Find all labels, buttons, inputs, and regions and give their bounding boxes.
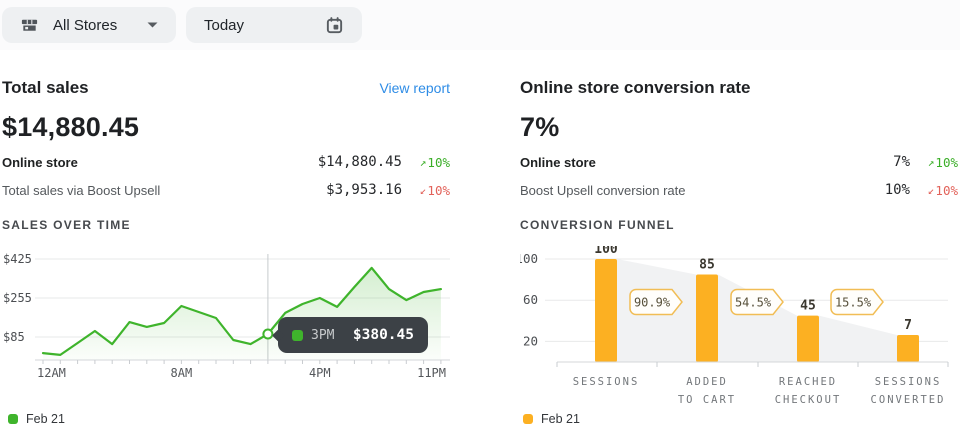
- funnel-bar[interactable]: [797, 315, 819, 362]
- chevron-down-icon: [147, 22, 158, 28]
- metric-value: 7%: [893, 154, 910, 170]
- metric-row-online-store: Online store 7% ↗ 10%: [520, 148, 958, 176]
- category-label: CONVERTED: [871, 394, 946, 406]
- metric-row-boost-upsell: Total sales via Boost Upsell $3,953.16 ↙…: [2, 176, 450, 204]
- category-label: CHECKOUT: [775, 394, 842, 406]
- tooltip-value: $380.45: [352, 327, 414, 343]
- y-axis-label: 100: [520, 251, 538, 266]
- conversion-badge: [629, 288, 683, 316]
- conversion-badge: [830, 288, 884, 316]
- funnel-legend: Feb 21: [523, 412, 958, 426]
- store-selector-button[interactable]: All Stores: [2, 7, 176, 43]
- legend-label: Feb 21: [26, 412, 65, 426]
- bar-value-label: 85: [699, 257, 715, 272]
- date-selector-label: Today: [204, 16, 245, 34]
- y-axis-label: $255: [3, 291, 32, 305]
- x-axis-label: 8AM: [171, 366, 193, 380]
- conversion-rate-card: Online store conversion rate 7% Online s…: [520, 78, 958, 426]
- series-swatch-icon: [292, 329, 303, 341]
- funnel-bar[interactable]: [595, 259, 617, 362]
- dashboard: Total sales View report $14,880.45 Onlin…: [0, 50, 960, 426]
- metric-value: 10%: [884, 182, 910, 198]
- metric-delta: ↗ 10%: [927, 154, 958, 170]
- metric-delta: ↙ 10%: [927, 182, 958, 198]
- total-sales-card: Total sales View report $14,880.45 Onlin…: [2, 78, 450, 426]
- metric-label: Total sales via Boost Upsell: [2, 182, 161, 198]
- y-axis-label: 60: [523, 292, 538, 307]
- filter-bar: All Stores Today: [0, 0, 960, 50]
- conversion-rate-value: 7%: [520, 112, 560, 142]
- sales-over-time-chart[interactable]: $425 $255 $85 12AM 8AM 4PM 11PM 3PM $380.45: [2, 246, 450, 384]
- trend-down-icon: ↙: [419, 183, 427, 197]
- total-sales-value: $14,880.45: [2, 112, 140, 142]
- highlight-point[interactable]: [262, 328, 274, 340]
- conversion-funnel-chart[interactable]: 100 60 20 100 85 45 7 90.9% 54.5% 15.5% SESSIONS AD…: [520, 246, 958, 410]
- bar-value-label: 7: [904, 318, 912, 333]
- funnel-bar[interactable]: [897, 335, 919, 362]
- bar-value-label: 45: [800, 299, 816, 314]
- metric-delta: ↗ 10%: [419, 154, 450, 170]
- category-label: TO CART: [678, 394, 736, 406]
- category-label: REACHED: [779, 376, 837, 388]
- conversion-badge: [730, 288, 784, 316]
- tooltip-time: 3PM: [311, 327, 335, 343]
- chart-tooltip: 3PM $380.45: [278, 317, 428, 353]
- metric-rows: Online store 7% ↗ 10% Boost Upsell conver…: [520, 148, 958, 204]
- trend-up-icon: ↗: [927, 155, 935, 169]
- section-title-sales-over-time: SALES OVER TIME: [2, 218, 131, 232]
- legend-label: Feb 21: [541, 412, 580, 426]
- sales-line[interactable]: [41, 266, 442, 356]
- metric-value: $14,880.45: [317, 154, 402, 170]
- x-axis-label: 4PM: [309, 366, 331, 380]
- legend-swatch-icon: [523, 414, 533, 424]
- y-axis-label: $85: [3, 330, 25, 344]
- trend-up-icon: ↗: [419, 155, 427, 169]
- calendar-icon: [326, 16, 343, 33]
- x-axis-label: 12AM: [37, 366, 66, 380]
- conversion-badge-label: 15.5%: [835, 296, 872, 310]
- sales-legend: Feb 21: [8, 412, 450, 426]
- bar-value-label: 100: [594, 246, 618, 257]
- funnel-chart-svg[interactable]: 100 60 20 100 85 45 7 90.9% 54.5% 15.5% SESSIONS AD…: [520, 246, 950, 410]
- category-label: ADDED: [686, 376, 728, 388]
- metric-value: $3,953.16: [326, 182, 402, 198]
- metric-rows: Online store $14,880.45 ↗ 10% Total sales…: [2, 148, 450, 204]
- card-title: Online store conversion rate: [520, 78, 751, 97]
- view-report-link[interactable]: View report: [379, 80, 450, 96]
- card-title: Total sales: [2, 78, 89, 97]
- store-selector-label: All Stores: [53, 16, 118, 34]
- metric-row-boost-upsell: Boost Upsell conversion rate 10% ↙ 10%: [520, 176, 958, 204]
- trend-down-icon: ↙: [927, 183, 935, 197]
- section-title-conversion-funnel: CONVERSION FUNNEL: [520, 218, 675, 232]
- conversion-badge-label: 90.9%: [634, 296, 671, 310]
- store-icon: [21, 19, 38, 31]
- x-axis-label: 11PM: [417, 366, 446, 380]
- date-selector-button[interactable]: Today: [186, 7, 362, 43]
- y-axis-label: $425: [3, 252, 32, 266]
- metric-label: Boost Upsell conversion rate: [520, 182, 686, 198]
- y-axis-label: 20: [523, 333, 538, 348]
- funnel-bar[interactable]: [696, 274, 718, 362]
- metric-label: Online store: [520, 154, 596, 170]
- legend-swatch-icon: [8, 414, 18, 424]
- metric-delta: ↙ 10%: [419, 182, 450, 198]
- category-label: SESSIONS: [875, 376, 942, 388]
- metric-label: Online store: [2, 154, 78, 170]
- conversion-badge-label: 54.5%: [735, 296, 772, 310]
- category-label: SESSIONS: [573, 376, 640, 388]
- metric-row-online-store: Online store $14,880.45 ↗ 10%: [2, 148, 450, 176]
- sales-chart-svg[interactable]: $425 $255 $85 12AM 8AM 4PM 11PM: [2, 246, 450, 384]
